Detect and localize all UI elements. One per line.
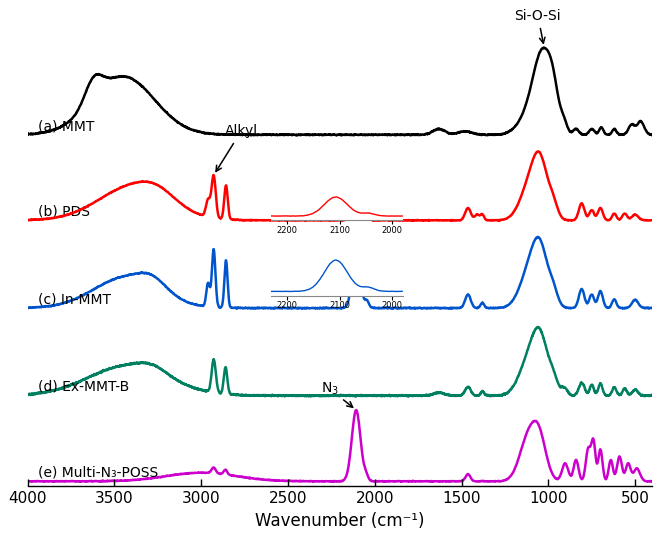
Text: (a) MMT: (a) MMT xyxy=(38,119,95,133)
Text: (b) PDS: (b) PDS xyxy=(38,204,90,218)
X-axis label: Wavenumber (cm⁻¹): Wavenumber (cm⁻¹) xyxy=(255,512,425,530)
Text: Alkyl: Alkyl xyxy=(216,124,258,172)
Text: Si-O-Si: Si-O-Si xyxy=(514,9,561,43)
Text: (d) Ex-MMT-B: (d) Ex-MMT-B xyxy=(38,380,130,394)
Text: (e) Multi-N₃-POSS: (e) Multi-N₃-POSS xyxy=(38,465,158,479)
Text: N$_3$: N$_3$ xyxy=(321,380,353,407)
Text: (c) In-MMT: (c) In-MMT xyxy=(38,292,111,306)
